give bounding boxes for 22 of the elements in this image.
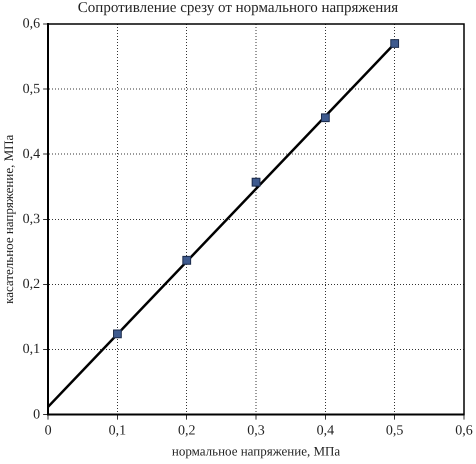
point xyxy=(182,256,192,265)
point xyxy=(113,329,122,338)
chart-title: Сопротивление срезу от нормального напряжения xyxy=(76,0,400,17)
y-tick-label: 0,6 xyxy=(22,16,40,32)
x-tick-label: 0,4 xyxy=(316,424,334,439)
point xyxy=(252,178,260,187)
x-tick-label: 0 xyxy=(44,424,52,439)
point xyxy=(390,39,400,48)
x-axis-title: нормальное напряжение, МПа xyxy=(172,444,340,459)
x-tick-label: 0,3 xyxy=(247,424,265,439)
x-tick-label: 0,6 xyxy=(455,424,473,439)
y-tick-label: 0 xyxy=(33,407,40,422)
x-tick-label: 0,1 xyxy=(108,424,126,439)
y-tick-label: 0,4 xyxy=(22,146,40,162)
y-axis-title: касательное напряжение, МПа xyxy=(1,134,16,304)
point xyxy=(320,113,330,122)
y-tick-label: 0,3 xyxy=(22,212,40,227)
x-tick-label: 0,2 xyxy=(178,424,196,439)
y-tick-label: 0,1 xyxy=(22,342,40,358)
y-tick-label: 0,2 xyxy=(22,277,40,292)
x-tick-label: 0,5 xyxy=(386,424,404,439)
y-tick-label: 0,5 xyxy=(22,82,40,97)
